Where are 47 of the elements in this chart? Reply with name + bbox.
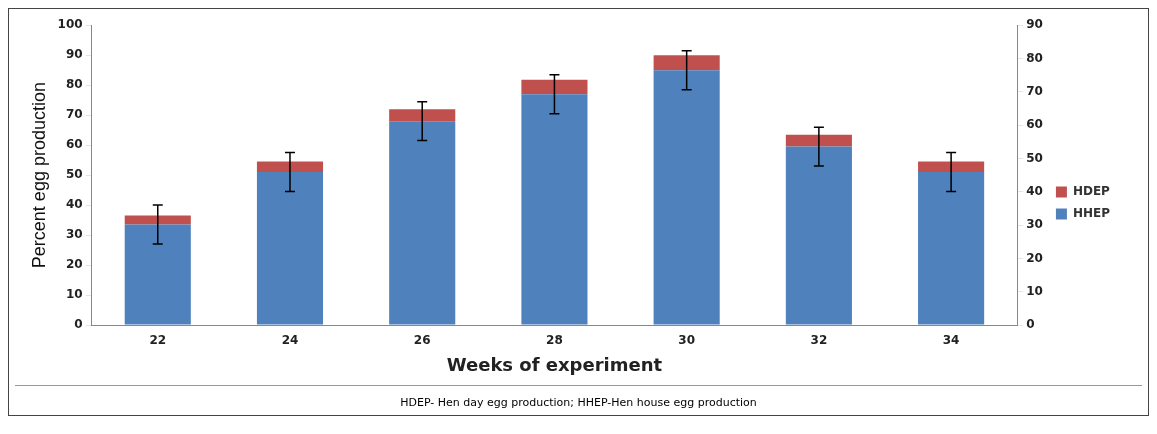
bar: [256, 161, 324, 173]
x-tick-label: 30: [678, 333, 696, 348]
y-tick-label: 0: [74, 317, 83, 332]
y-tick-label: 40: [65, 197, 83, 212]
y-tick-label: 60: [65, 137, 83, 152]
bar: [653, 70, 720, 325]
y2-tick-label: 50: [1026, 150, 1043, 165]
bar: [521, 79, 588, 95]
x-tick-label: 24: [281, 333, 299, 348]
legend-label: HDEP: [1072, 184, 1111, 199]
y2-tick-label: 60: [1026, 117, 1043, 132]
y2-tick-label: 40: [1026, 183, 1043, 198]
y2-tick-label: 10: [1026, 283, 1043, 298]
bar: [256, 172, 324, 325]
bar: [918, 172, 985, 325]
bar: [918, 161, 985, 173]
y-tick-label: 70: [65, 107, 83, 122]
y2-tick-label: 70: [1026, 83, 1043, 98]
x-tick-label: 28: [546, 333, 563, 348]
x-tick-label: 22: [149, 333, 167, 348]
y-tick-label: 90: [65, 47, 83, 62]
y-tick-label: 80: [65, 77, 83, 92]
x-tick-label: 26: [413, 333, 431, 348]
y-tick-label: 100: [57, 17, 83, 32]
bar: [785, 146, 852, 325]
y2-tick-label: 80: [1026, 50, 1043, 65]
bar: [124, 224, 191, 325]
y-tick-label: 50: [65, 167, 83, 182]
y2-tick-label: 30: [1026, 217, 1043, 232]
bar: [124, 215, 191, 225]
bar: [653, 55, 720, 71]
bar: [389, 109, 456, 122]
y2-tick-label: 90: [1026, 17, 1043, 32]
y-tick-label: 30: [65, 227, 83, 242]
x-tick-label: 34: [942, 333, 960, 348]
bar: [389, 121, 456, 325]
x-tick-label: 32: [810, 333, 828, 348]
y-axis-title: Percent egg production: [28, 82, 49, 269]
y2-tick-label: 0: [1026, 317, 1035, 332]
x-axis-title: Weeks of experiment: [446, 353, 663, 375]
legend-label: HHEP: [1072, 206, 1111, 221]
bar: [521, 94, 588, 325]
y2-tick-label: 20: [1026, 250, 1043, 265]
y-tick-label: 10: [65, 287, 83, 302]
y-tick-label: 20: [65, 257, 83, 272]
bar: [785, 134, 852, 147]
text: HDEP- Hen day egg production; HHEP-Hen house egg production: [399, 395, 758, 411]
